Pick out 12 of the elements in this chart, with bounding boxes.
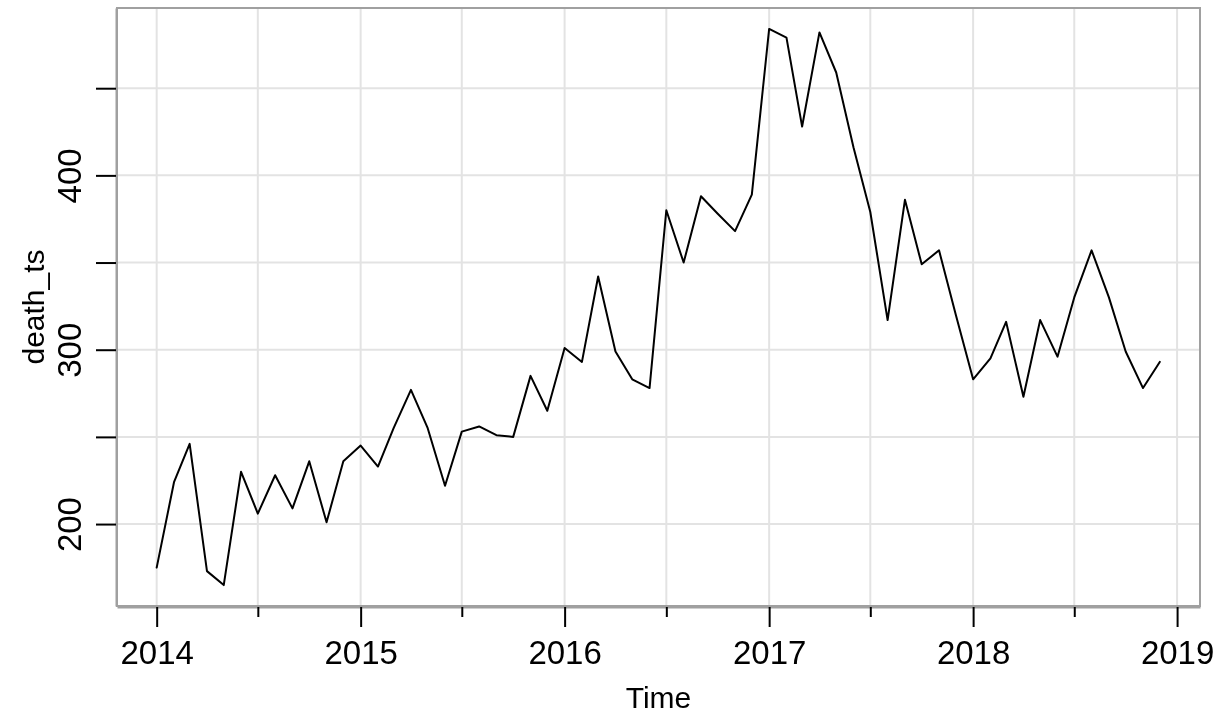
x-tick-label: 2018 — [936, 634, 1011, 672]
y-tick-label: 300 — [51, 322, 88, 378]
y-tick-label: 400 — [51, 148, 88, 204]
line-series — [155, 27, 1161, 587]
x-tick-label: 2017 — [732, 634, 807, 672]
y-axis-title: death_ts — [17, 249, 50, 365]
x-tick-label: 2016 — [528, 634, 602, 672]
y-tick-label: 200 — [51, 497, 88, 553]
x-axis-title: Time — [625, 681, 692, 714]
x-tick-label: 2015 — [324, 634, 398, 672]
x-tick-label: 2019 — [1140, 634, 1215, 672]
x-tick-label: 2014 — [120, 634, 194, 672]
